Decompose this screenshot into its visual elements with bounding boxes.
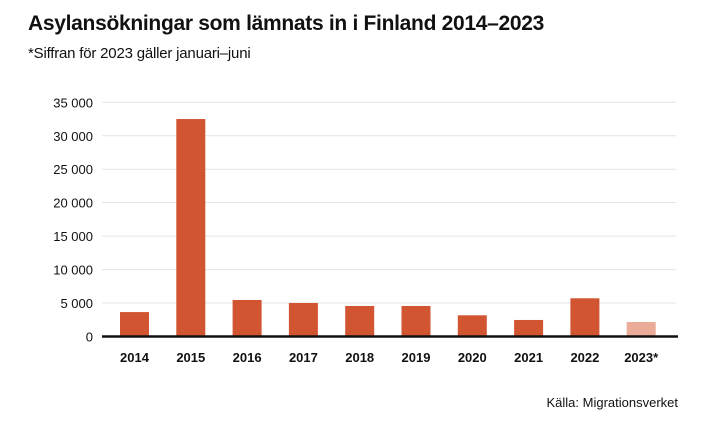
bar-2017 (288, 302, 318, 337)
y-tick-label: 5 000 (60, 296, 93, 311)
bar-2022 (570, 298, 600, 337)
source-note: Källa: Migrationsverket (546, 395, 679, 410)
x-tick-label: 2018 (345, 350, 374, 365)
x-tick-label: 2023* (624, 350, 659, 365)
bar-2023 (626, 321, 656, 337)
x-tick-label: 2015 (176, 350, 205, 365)
x-tick-label: 2016 (233, 350, 262, 365)
y-tick-label: 0 (86, 330, 93, 345)
x-tick-label: 2021 (514, 350, 543, 365)
x-tick-label: 2022 (570, 350, 599, 365)
bar-2014 (120, 312, 149, 337)
x-tick-label: 2019 (402, 350, 431, 365)
y-tick-label: 15 000 (53, 229, 93, 244)
bar-2016 (232, 299, 262, 337)
bar-2018 (345, 305, 375, 337)
y-tick-label: 35 000 (53, 95, 93, 110)
bar-2015 (176, 119, 206, 337)
bar-2020 (457, 315, 487, 337)
y-tick-label: 20 000 (53, 196, 93, 211)
chart-subtitle: *Siffran för 2023 gäller januari–juni (28, 45, 251, 62)
x-tick-label: 2017 (289, 350, 318, 365)
x-tick-label: 2014 (120, 350, 150, 365)
chart-title: Asylansökningar som lämnats in i Finland… (28, 12, 545, 35)
x-tick-label: 2020 (458, 350, 487, 365)
y-tick-label: 25 000 (53, 162, 93, 177)
bar-2019 (401, 305, 431, 337)
y-tick-label: 30 000 (53, 129, 93, 144)
y-tick-label: 10 000 (53, 263, 93, 278)
bar-2021 (514, 319, 544, 337)
